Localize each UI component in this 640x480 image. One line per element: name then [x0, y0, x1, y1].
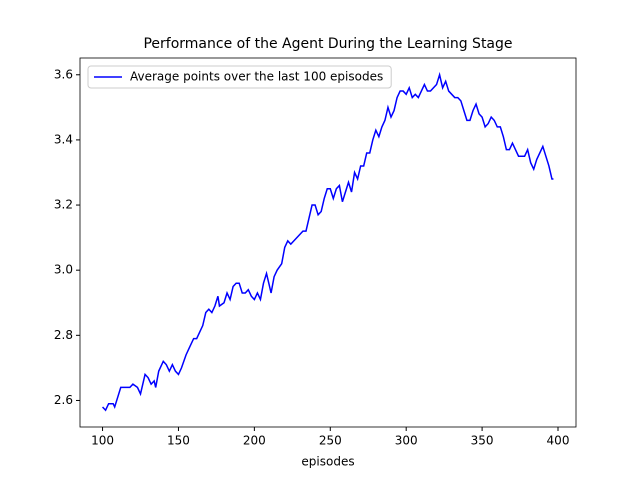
legend — [87, 65, 392, 89]
x-tick-label: 150 — [167, 434, 190, 448]
y-tick-label: 2.6 — [54, 393, 73, 407]
x-tick-label: 200 — [243, 434, 266, 448]
x-tick-label: 250 — [319, 434, 342, 448]
y-tick-label: 3.4 — [54, 132, 73, 146]
x-tick-label: 350 — [471, 434, 494, 448]
data-line — [102, 71, 554, 412]
y-tick-label: 3.0 — [54, 263, 73, 277]
y-tick-label: 2.8 — [54, 328, 73, 342]
y-tick-label: 3.2 — [54, 198, 73, 212]
x-tick-label: 100 — [91, 434, 114, 448]
y-tick-label: 3.6 — [54, 67, 73, 81]
x-tick-label: 400 — [547, 434, 570, 448]
legend-label: Average points over the last 100 episode… — [130, 70, 383, 84]
plot-frame — [79, 57, 577, 428]
x-axis-label: episodes — [301, 455, 354, 469]
x-tick-label: 300 — [395, 434, 418, 448]
chart-title: Performance of the Agent During the Lear… — [143, 36, 512, 52]
